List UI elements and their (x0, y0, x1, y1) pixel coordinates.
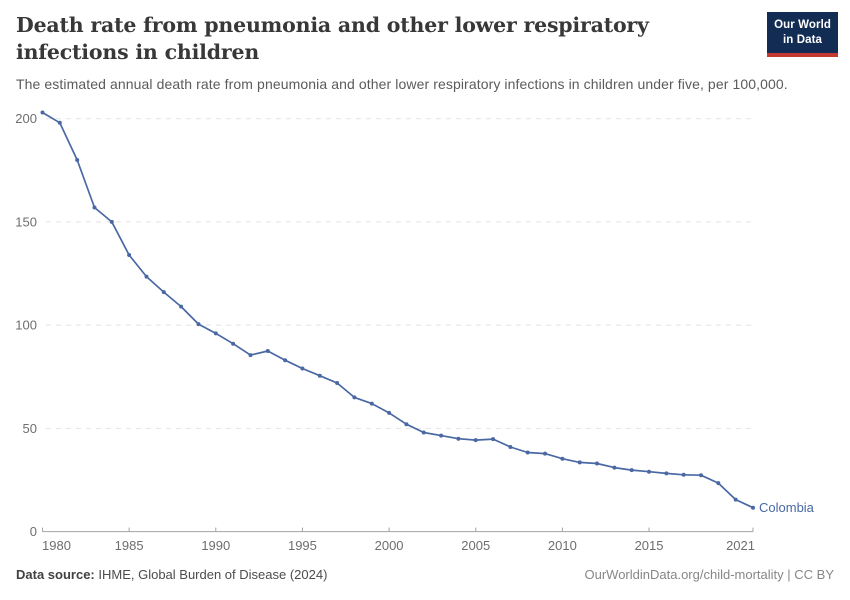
x-tick-label: 2005 (461, 538, 490, 553)
data-point[interactable] (421, 430, 426, 435)
data-point[interactable] (179, 304, 184, 309)
data-point[interactable] (664, 471, 669, 476)
line-chart[interactable]: 0 50 100 150 200 1980 1985 1990 1995 2000 2005 2010… (0, 100, 850, 560)
data-point[interactable] (612, 465, 617, 470)
x-tick-label: 2000 (375, 538, 404, 553)
credit-line: OurWorldinData.org/child-mortality | CC … (584, 567, 835, 582)
data-source-text: IHME, Global Burden of Disease (2024) (94, 567, 328, 582)
data-point[interactable] (196, 322, 201, 327)
data-point[interactable] (40, 110, 45, 115)
data-point[interactable] (716, 481, 721, 486)
data-line[interactable] (41, 111, 754, 509)
x-tick-label: 1990 (201, 538, 230, 553)
y-tick-label: 150 (15, 214, 37, 229)
data-point[interactable] (144, 274, 149, 279)
data-point[interactable] (109, 219, 114, 224)
data-point[interactable] (681, 472, 686, 477)
data-point[interactable] (92, 205, 97, 210)
data-point[interactable] (508, 445, 513, 449)
data-point[interactable] (491, 437, 496, 442)
data-point[interactable] (751, 505, 755, 510)
data-point[interactable] (629, 468, 634, 473)
data-point[interactable] (560, 456, 565, 461)
data-point[interactable] (543, 451, 547, 456)
data-point[interactable] (439, 433, 444, 438)
chart-header: Death rate from pneumonia and other lowe… (16, 12, 838, 92)
data-point[interactable] (127, 253, 132, 257)
data-point[interactable] (248, 353, 253, 358)
data-point[interactable] (733, 497, 738, 502)
x-tick-label: 2021 (726, 538, 755, 553)
x-tick-label: 1995 (288, 538, 317, 553)
data-point[interactable] (595, 461, 599, 466)
data-point[interactable] (387, 410, 392, 415)
data-point[interactable] (404, 422, 409, 427)
x-tick-label: 1985 (115, 538, 144, 553)
data-point[interactable] (456, 436, 461, 441)
data-point[interactable] (161, 290, 166, 295)
data-source: Data source: IHME, Global Burden of Dise… (16, 567, 327, 582)
data-point[interactable] (699, 473, 703, 478)
y-tick-label: 200 (15, 111, 37, 126)
data-point[interactable] (265, 349, 270, 353)
data-point[interactable] (473, 438, 478, 443)
x-tick-label: 1980 (42, 538, 71, 553)
data-point[interactable] (231, 341, 236, 346)
data-point[interactable] (369, 401, 374, 406)
y-tick-label: 0 (30, 524, 37, 539)
chart-footer: Data source: IHME, Global Burden of Dise… (16, 567, 834, 582)
series-label[interactable]: Colombia (759, 500, 815, 515)
data-point[interactable] (352, 395, 357, 400)
y-tick-label: 100 (15, 318, 37, 333)
data-point[interactable] (75, 158, 80, 162)
owid-logo[interactable]: Our World in Data (767, 12, 838, 57)
owid-logo-line2: in Data (783, 33, 823, 46)
data-point[interactable] (300, 366, 305, 371)
data-point[interactable] (283, 358, 288, 363)
chart-area[interactable]: 0 50 100 150 200 1980 1985 1990 1995 2000 2005 2010… (0, 100, 850, 560)
x-tick-label: 2015 (635, 538, 664, 553)
data-source-label: Data source: (16, 567, 95, 582)
y-tick-label: 50 (23, 421, 37, 436)
data-point[interactable] (647, 469, 651, 474)
chart-title: Death rate from pneumonia and other lowe… (16, 13, 649, 64)
data-point[interactable] (213, 331, 218, 336)
owid-logo-line1: Our World (774, 19, 831, 31)
data-point[interactable] (335, 381, 340, 385)
chart-subtitle: The estimated annual death rate from pne… (16, 76, 788, 92)
x-tick-label: 2010 (548, 538, 577, 553)
data-point[interactable] (525, 450, 530, 455)
data-point[interactable] (57, 120, 62, 125)
data-point[interactable] (577, 460, 582, 465)
data-point[interactable] (317, 373, 322, 378)
